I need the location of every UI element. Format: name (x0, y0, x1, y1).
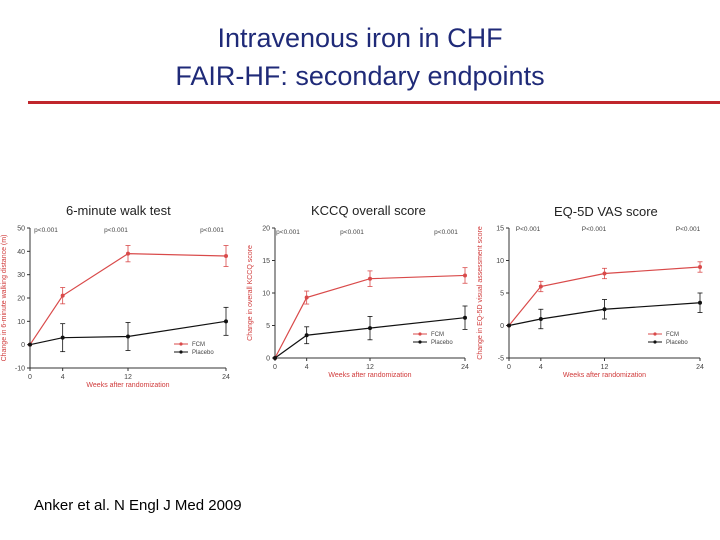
p-value-label: p<0.001 (104, 227, 128, 234)
y-tick-label: 40 (17, 249, 25, 256)
series-line-fcm (29, 253, 227, 345)
series-line-placebo (29, 320, 227, 346)
p-value-label: P<0.001 (676, 226, 701, 233)
data-point-placebo (304, 333, 309, 338)
data-point-fcm (224, 254, 228, 258)
x-tick-label: 4 (539, 364, 543, 371)
data-point-fcm (368, 276, 372, 281)
y-tick-label: 0 (21, 342, 25, 349)
y-tick-label: -5 (498, 356, 504, 363)
x-tick-label: 4 (305, 364, 309, 371)
legend-label-fcm: FCM (192, 342, 205, 348)
y-tick-label: 10 (262, 291, 270, 298)
data-point-placebo (126, 334, 130, 339)
data-point-placebo (463, 315, 467, 320)
p-value-label: p<0.001 (200, 227, 224, 234)
data-point-placebo (224, 319, 228, 324)
y-tick-label: 10 (17, 319, 25, 326)
y-axis-label: Change in 6-minute walking distance (m) (1, 235, 8, 362)
chart-title-walk-test: 6-minute walk test (66, 203, 171, 218)
legend-label-fcm: FCM (666, 332, 679, 338)
p-value-label: P<0.001 (516, 226, 541, 233)
data-point-placebo (698, 300, 702, 305)
data-point-fcm (698, 265, 702, 269)
series-line-fcm (508, 266, 701, 326)
citation: Anker et al. N Engl J Med 2009 (34, 497, 242, 514)
y-tick-label: 15 (496, 226, 504, 233)
data-point-fcm (463, 273, 467, 278)
x-axis-label: Weeks after randomization (328, 372, 411, 379)
y-tick-label: 30 (17, 272, 25, 279)
slide-title-line1: Intravenous iron in CHF (217, 23, 503, 53)
x-tick-label: 24 (461, 364, 469, 371)
y-tick-label: 20 (262, 226, 270, 233)
series-line-placebo (274, 317, 466, 359)
data-point-placebo (507, 323, 511, 328)
p-value-label: p<0.001 (276, 229, 300, 236)
p-value-label: p<0.001 (340, 229, 364, 236)
data-point-fcm (60, 293, 65, 298)
p-value-label: p<0.001 (34, 227, 58, 234)
x-tick-label: 4 (61, 374, 65, 381)
x-axis-label: Weeks after randomization (86, 382, 169, 389)
x-tick-label: 0 (28, 374, 32, 381)
data-point-fcm (126, 251, 130, 256)
data-point-placebo (60, 335, 65, 340)
data-point-fcm (304, 295, 309, 300)
y-tick-label: 5 (500, 291, 504, 298)
y-tick-label: 0 (266, 356, 270, 363)
data-point-fcm (602, 271, 607, 276)
x-tick-label: 12 (601, 364, 609, 371)
legend-marker-placebo (653, 340, 657, 344)
x-tick-label: 12 (124, 374, 132, 381)
title-divider (28, 101, 720, 104)
x-axis-label: Weeks after randomization (563, 372, 646, 379)
y-tick-label: 15 (262, 258, 270, 265)
legend-label-placebo: Placebo (192, 350, 214, 356)
chart-kccq: 0 5 10 15 20 0 4 12 24 Weeks after randomization C… (247, 226, 469, 380)
y-tick-label: 50 (17, 226, 25, 233)
y-tick-label: 20 (17, 296, 25, 303)
legend-label-placebo: Placebo (431, 340, 453, 346)
data-point-placebo (602, 307, 607, 312)
legend-label-placebo: Placebo (666, 340, 688, 346)
data-point-placebo (28, 342, 32, 347)
y-axis-label: Change in overall KCCQ score (247, 245, 254, 341)
x-tick-label: 24 (696, 364, 704, 371)
series-line-fcm (274, 274, 466, 359)
data-point-placebo (273, 356, 277, 360)
y-axis-label: Change in EQ-5D visual assessment score (477, 226, 484, 360)
y-tick-label: 5 (266, 323, 270, 330)
data-point-fcm (538, 284, 543, 289)
chart-title-eq5d: EQ-5D VAS score (554, 204, 658, 219)
legend-marker-fcm (179, 342, 183, 346)
legend-marker-placebo (179, 350, 183, 354)
x-tick-label: 24 (222, 374, 230, 381)
x-tick-label: 0 (507, 364, 511, 371)
data-point-placebo (368, 326, 372, 331)
data-point-placebo (538, 317, 543, 321)
chart-title-kccq: KCCQ overall score (311, 203, 426, 218)
y-tick-label: -10 (15, 366, 25, 373)
p-value-label: p<0.001 (434, 229, 458, 236)
slide-title-line2: FAIR-HF: secondary endpoints (175, 61, 545, 91)
y-tick-label: 10 (496, 258, 504, 265)
x-tick-label: 0 (273, 364, 277, 371)
y-tick-label: 0 (500, 323, 504, 330)
legend-label-fcm: FCM (431, 332, 444, 338)
legend-marker-fcm (653, 332, 657, 336)
legend-marker-placebo (418, 340, 422, 344)
p-value-label: P<0.001 (582, 226, 607, 233)
series-line-placebo (508, 302, 701, 327)
legend-marker-fcm (418, 332, 422, 336)
x-tick-label: 12 (366, 364, 374, 371)
